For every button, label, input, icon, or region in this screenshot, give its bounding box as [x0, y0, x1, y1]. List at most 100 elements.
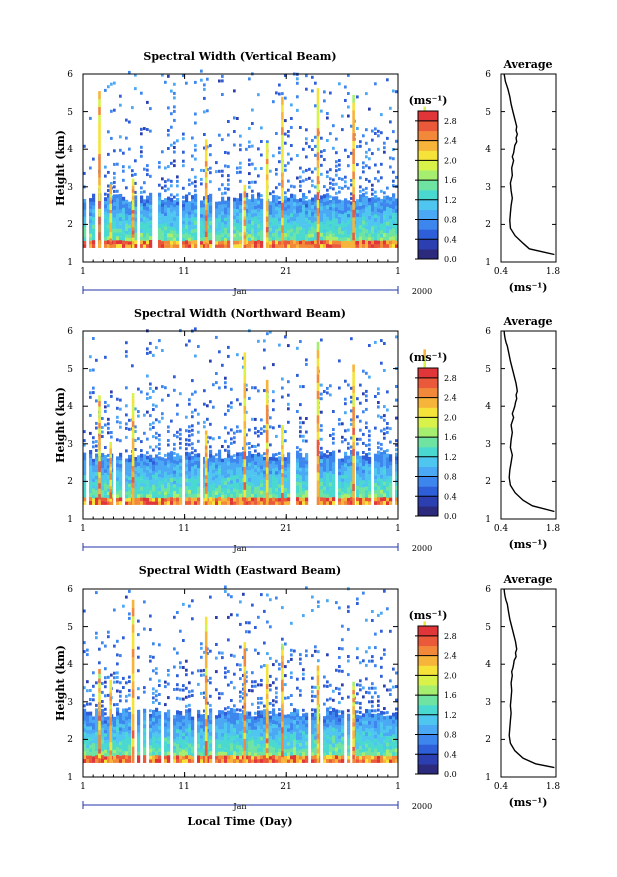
heatmap-cell [176, 490, 180, 494]
heatmap-cell [254, 426, 257, 430]
heatmap-cell [140, 210, 144, 215]
heatmap-cell [287, 407, 290, 411]
heatmap-cell [215, 208, 219, 212]
heatmap-cell [248, 127, 251, 130]
heatmap-cell [227, 492, 231, 497]
heatmap-cell [122, 727, 126, 732]
heatmap-cell [386, 232, 390, 237]
heatmap-cell [146, 392, 149, 396]
heatmap-cell [182, 224, 186, 228]
heatmap-spike [98, 99, 101, 108]
heatmap-cell [224, 214, 228, 218]
heatmap-cell [227, 207, 231, 212]
heatmap-cell [152, 696, 155, 700]
heatmap-cell [152, 751, 156, 756]
heatmap-cell [362, 451, 365, 454]
heatmap-cell [104, 462, 108, 466]
heatmap-cell [122, 200, 126, 205]
heatmap-cell [362, 161, 365, 165]
chart-title: Spectral Width (Northward Beam) [134, 307, 346, 320]
heatmap-cell [179, 747, 183, 752]
heatmap-cell [224, 494, 228, 499]
heatmap-cell [278, 234, 282, 238]
heatmap-cell [248, 442, 251, 445]
heatmap-cell [257, 216, 261, 221]
heatmap-cell [107, 216, 111, 221]
heatmap-cell [182, 203, 186, 208]
heatmap-cell [266, 140, 269, 144]
heatmap-cell [374, 236, 378, 241]
heatmap-cell [140, 440, 143, 444]
heatmap-cell [212, 480, 216, 484]
heatmap-cell [224, 241, 228, 245]
heatmap-cell [272, 225, 276, 230]
heatmap-cell [386, 214, 390, 219]
heatmap-spike [131, 216, 135, 221]
heatmap-cell [173, 237, 177, 242]
heatmap-cell [167, 732, 171, 737]
heatmap-cell [101, 681, 104, 685]
heatmap-cell [149, 200, 153, 205]
heatmap-cell [389, 501, 393, 505]
heatmap-cell [302, 470, 306, 475]
heatmap-cell [173, 466, 177, 471]
heatmap-cell [359, 176, 362, 180]
heatmap-cell [233, 712, 237, 717]
heatmap-cell [140, 202, 144, 207]
heatmap-cell [149, 713, 153, 718]
heatmap-cell [263, 348, 266, 352]
heatmap-cell [209, 240, 213, 245]
heatmap-cell [182, 688, 185, 692]
heatmap-cell [83, 471, 87, 476]
heatmap-cell [278, 227, 282, 232]
heatmap-cell [149, 192, 153, 197]
heatmap-cell [143, 712, 147, 717]
heatmap-cell [113, 759, 117, 763]
heatmap-cell [215, 759, 219, 763]
heatmap-cell [335, 236, 339, 241]
heatmap-cell [215, 214, 219, 219]
heatmap-cell [221, 244, 225, 248]
heatmap-cell [131, 173, 134, 177]
heatmap-spike [352, 364, 355, 372]
heatmap-cell [125, 240, 129, 245]
heatmap-spike [352, 110, 355, 119]
heatmap-cell [272, 202, 276, 207]
heatmap-cell [182, 132, 185, 136]
heatmap-cell [155, 490, 159, 495]
heatmap-cell [311, 222, 315, 227]
heatmap-cell [347, 244, 351, 248]
heatmap-cell [383, 458, 387, 463]
heatmap-cell [218, 489, 222, 494]
heatmap-cell [134, 430, 137, 433]
heatmap-cell [302, 220, 306, 225]
heatmap-cell [113, 240, 117, 245]
heatmap-cell [200, 230, 204, 235]
heatmap-cell [140, 232, 144, 237]
heatmap-cell [215, 461, 219, 465]
heatmap-cell [200, 200, 204, 205]
heatmap-cell [344, 226, 348, 231]
heatmap-cell [119, 197, 123, 202]
heatmap-cell [272, 453, 276, 458]
heatmap-cell [137, 713, 141, 718]
heatmap-cell [290, 209, 294, 214]
heatmap-cell [374, 457, 378, 462]
heatmap-cell [380, 463, 384, 468]
heatmap-cell [386, 457, 390, 462]
colorbar-swatch [418, 506, 438, 517]
heatmap-cell [83, 735, 87, 740]
colorbar-swatch [418, 199, 438, 210]
heatmap-cell [218, 736, 222, 741]
heatmap-cell [383, 191, 386, 195]
heatmap-cell [197, 464, 201, 469]
heatmap-cell [173, 615, 176, 619]
heatmap-cell [275, 221, 279, 226]
heatmap-cell [92, 485, 96, 489]
heatmap-cell [257, 239, 261, 244]
heatmap-cell [158, 755, 162, 760]
heatmap-cell [320, 437, 323, 441]
heatmap-cell [89, 391, 92, 395]
heatmap-cell [344, 429, 347, 433]
heatmap-cell [230, 428, 233, 432]
